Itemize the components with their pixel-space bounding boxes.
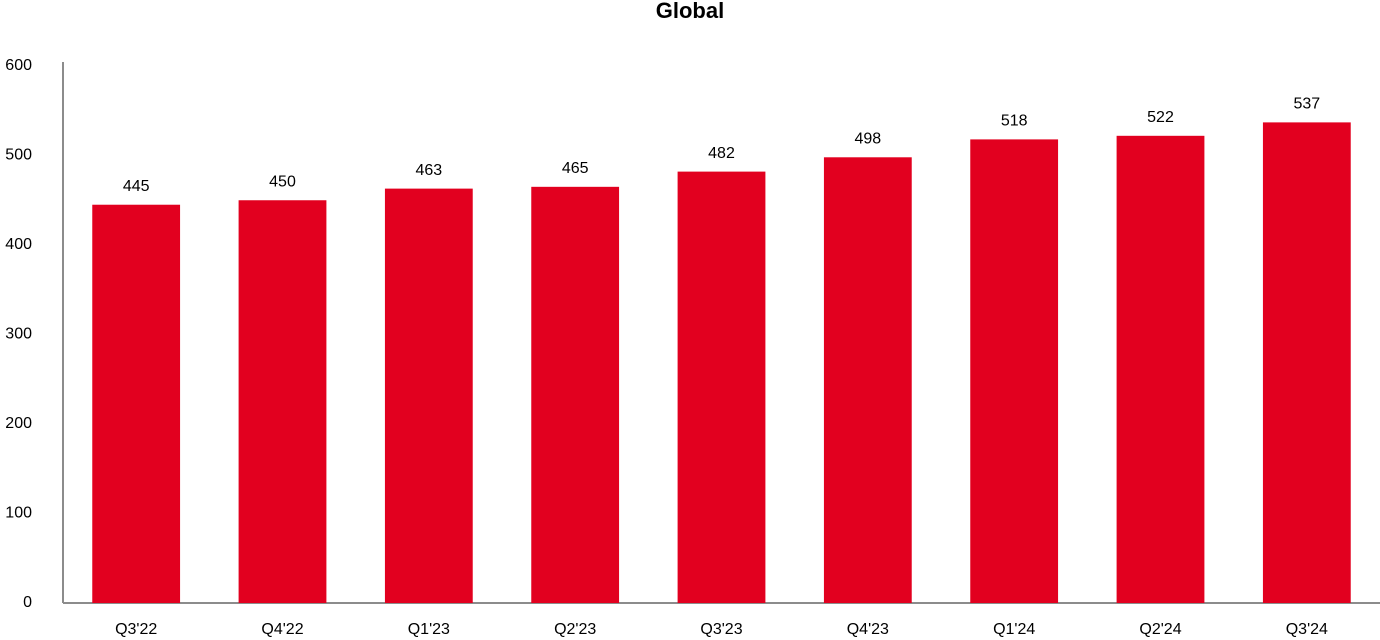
value-label: 518 — [1001, 113, 1028, 130]
bar — [970, 139, 1059, 603]
value-label: 445 — [123, 178, 150, 195]
bar — [823, 157, 912, 604]
y-tick-label: 0 — [23, 594, 32, 611]
x-tick-label: Q3'22 — [115, 621, 157, 638]
x-tick-label: Q4'22 — [261, 621, 303, 638]
value-label: 450 — [269, 173, 296, 190]
value-label: 522 — [1147, 109, 1174, 126]
bar — [238, 200, 327, 603]
value-label: 482 — [708, 145, 735, 162]
x-tick-label: Q1'23 — [408, 621, 450, 638]
x-tick-label: Q1'24 — [993, 621, 1035, 638]
bar — [92, 204, 181, 603]
value-label: 465 — [562, 160, 589, 177]
bar — [531, 186, 620, 603]
value-label: 498 — [854, 131, 881, 148]
value-label: 463 — [415, 162, 442, 179]
x-tick-label: Q3'23 — [700, 621, 742, 638]
value-label: 537 — [1293, 96, 1320, 113]
bar — [677, 171, 766, 604]
y-tick-label: 600 — [5, 57, 32, 74]
chart-title: Global — [656, 0, 724, 23]
bar — [1262, 122, 1351, 603]
y-tick-label: 100 — [5, 505, 32, 522]
y-tick-label: 500 — [5, 147, 32, 164]
y-tick-label: 400 — [5, 236, 32, 253]
y-tick-label: 300 — [5, 326, 32, 343]
x-tick-label: Q2'24 — [1139, 621, 1181, 638]
bar — [384, 188, 473, 604]
x-tick-label: Q2'23 — [554, 621, 596, 638]
y-tick-label: 200 — [5, 415, 32, 432]
x-tick-label: Q4'23 — [847, 621, 889, 638]
bar — [1116, 135, 1205, 603]
x-tick-label: Q3'24 — [1286, 621, 1328, 638]
